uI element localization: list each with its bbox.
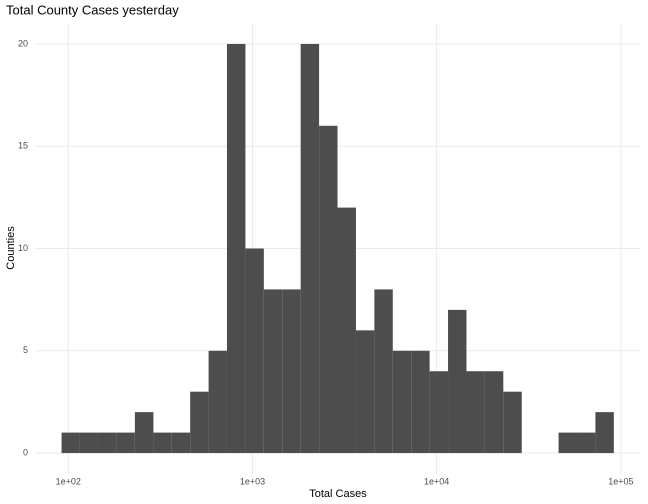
- bar: [448, 309, 467, 454]
- bar: [392, 350, 412, 454]
- x-axis-label: Total Cases: [309, 488, 367, 500]
- chart-title: Total County Cases yesterday: [6, 2, 179, 17]
- y-tick-label: 10: [18, 243, 28, 253]
- bar: [190, 391, 209, 454]
- bar: [595, 412, 614, 454]
- bar: [245, 248, 264, 454]
- bar: [503, 391, 522, 454]
- x-tick-label: 1e+02: [56, 476, 81, 486]
- bar: [208, 350, 227, 454]
- bar: [134, 412, 154, 454]
- bar: [79, 432, 98, 454]
- bar: [61, 432, 80, 454]
- bar: [411, 350, 430, 454]
- x-tick-label: 1e+03: [240, 476, 265, 486]
- y-tick-label: 15: [18, 141, 28, 151]
- bar: [171, 432, 191, 454]
- y-tick-label: 0: [23, 447, 28, 457]
- bar: [466, 371, 485, 454]
- y-tick-label: 5: [23, 345, 28, 355]
- y-axis-label: Counties: [5, 226, 17, 270]
- bar: [319, 125, 338, 454]
- bar: [355, 330, 375, 454]
- bar: [116, 432, 135, 454]
- bar: [374, 289, 393, 454]
- bar: [558, 432, 577, 454]
- bar: [337, 207, 356, 454]
- bar: [97, 432, 117, 454]
- bar: [263, 289, 283, 454]
- bar: [429, 371, 449, 454]
- bar: [153, 432, 172, 454]
- bar: [300, 43, 320, 454]
- x-tick-label: 1e+05: [608, 476, 633, 486]
- bar: [576, 432, 596, 454]
- y-tick-label: 20: [18, 38, 28, 48]
- bar: [282, 289, 301, 454]
- x-tick-label: 1e+04: [424, 476, 449, 486]
- bar: [484, 371, 504, 454]
- bar: [226, 43, 246, 454]
